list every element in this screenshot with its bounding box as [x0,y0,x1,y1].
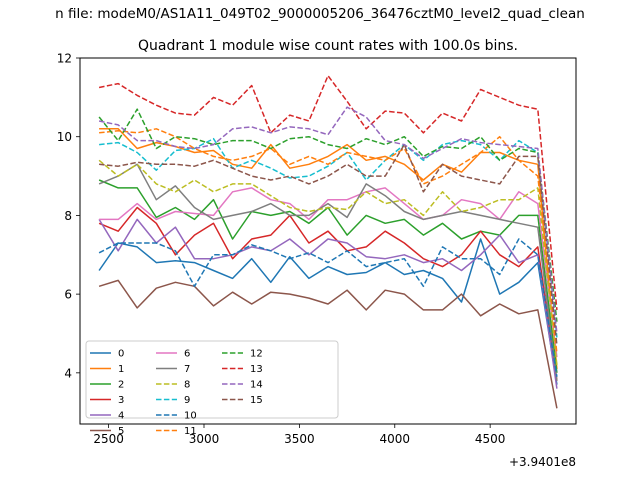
y-tick-label: 4 [64,366,72,380]
legend-label-3: 3 [118,395,124,406]
legend-label-2: 2 [118,380,124,391]
legend-label-5: 5 [118,426,124,437]
x-tick-label: 3500 [284,432,315,446]
chart-title: Quadrant 1 module wise count rates with … [138,38,518,54]
figure-suptitle: n file: modeM0/AS1A11_049T02_9000005206_… [55,6,585,22]
legend-label-0: 0 [118,349,124,360]
series-line-11 [99,128,558,354]
series-line-5 [98,279,558,409]
legend-label-1: 1 [118,364,124,375]
legend-frame [85,340,339,419]
x-tick-label: 4000 [379,432,410,446]
series-line-0 [98,238,558,385]
series-line-9 [99,137,558,338]
legend-label-8: 8 [184,380,190,391]
series-line-12 [98,108,558,322]
x-tick-label: 4500 [475,432,506,446]
x-axis-offset-label: +3.9401e8 [509,455,576,469]
y-tick-label: 8 [64,209,72,223]
legend-label-4: 4 [118,411,124,422]
series-line-15 [99,143,558,346]
y-tick-label: 12 [57,52,72,66]
series-line-6 [99,187,558,358]
legend-label-15: 15 [250,395,263,406]
series-line-7 [98,163,558,381]
y-tick-label: 6 [64,288,72,302]
legend-label-7: 7 [184,364,190,375]
series-line-13 [98,74,558,310]
series-line-14 [98,106,558,334]
legend-label-10: 10 [184,411,197,422]
series-line-10 [98,238,558,377]
x-tick-label: 3000 [189,432,220,446]
y-tick-label: 10 [57,130,72,144]
series-line-4 [98,218,558,389]
legend-label-6: 6 [184,349,190,360]
x-tick-label: 2500 [93,432,124,446]
legend-label-9: 9 [184,395,190,406]
series-line-8 [98,159,558,366]
legend-label-12: 12 [250,349,263,360]
series-line-3 [98,206,558,381]
legend-label-11: 11 [184,426,197,437]
axes-frame [79,57,577,425]
legend-label-13: 13 [250,364,263,375]
legend-label-14: 14 [250,380,263,391]
